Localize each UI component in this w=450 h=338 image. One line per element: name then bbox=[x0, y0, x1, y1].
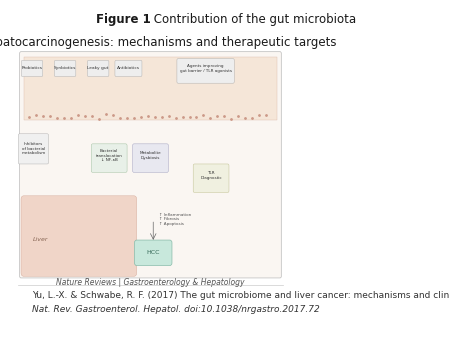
FancyBboxPatch shape bbox=[21, 196, 137, 276]
Text: to hepatocarcinogenesis: mechanisms and therapeutic targets: to hepatocarcinogenesis: mechanisms and … bbox=[0, 36, 336, 49]
FancyBboxPatch shape bbox=[135, 240, 172, 266]
FancyBboxPatch shape bbox=[21, 61, 43, 76]
FancyBboxPatch shape bbox=[87, 61, 109, 76]
Text: Nat. Rev. Gastroenterol. Hepatol. doi:10.1038/nrgastro.2017.72: Nat. Rev. Gastroenterol. Hepatol. doi:10… bbox=[32, 305, 320, 314]
Text: Liver: Liver bbox=[32, 237, 48, 242]
Text: Metabolite
Dysbiosis: Metabolite Dysbiosis bbox=[140, 151, 161, 160]
FancyBboxPatch shape bbox=[20, 52, 281, 278]
FancyBboxPatch shape bbox=[54, 61, 76, 76]
Text: Antibiotics: Antibiotics bbox=[117, 67, 140, 70]
Text: Agents improving
gut barrier / TLR agonists: Agents improving gut barrier / TLR agoni… bbox=[180, 64, 232, 73]
Text: Yu, L.-X. & Schwabe, R. F. (2017) The gut microbiome and liver cancer: mechanism: Yu, L.-X. & Schwabe, R. F. (2017) The gu… bbox=[32, 291, 450, 300]
FancyBboxPatch shape bbox=[18, 134, 49, 164]
FancyBboxPatch shape bbox=[133, 144, 168, 172]
Text: Inhibitors
of bacterial
metabolism: Inhibitors of bacterial metabolism bbox=[21, 142, 45, 155]
Text: Figure 1: Figure 1 bbox=[96, 13, 150, 26]
FancyBboxPatch shape bbox=[177, 59, 234, 83]
Text: HCC: HCC bbox=[147, 250, 160, 255]
Text: Nature Reviews | Gastroenterology & Hepatology: Nature Reviews | Gastroenterology & Hepa… bbox=[56, 278, 245, 287]
FancyBboxPatch shape bbox=[193, 164, 229, 192]
FancyBboxPatch shape bbox=[91, 144, 127, 172]
Text: Leaky gut: Leaky gut bbox=[87, 67, 109, 70]
Text: Probiotics: Probiotics bbox=[22, 67, 43, 70]
Text: Contribution of the gut microbiota: Contribution of the gut microbiota bbox=[150, 13, 356, 26]
Text: ↑ Inflammation
↑ Fibrosis
↑ Apoptosis: ↑ Inflammation ↑ Fibrosis ↑ Apoptosis bbox=[159, 213, 191, 226]
FancyBboxPatch shape bbox=[115, 61, 142, 76]
Text: Synbiotics: Synbiotics bbox=[54, 67, 76, 70]
FancyBboxPatch shape bbox=[24, 57, 277, 120]
Text: TLR
Diagnostic: TLR Diagnostic bbox=[200, 171, 222, 180]
Text: Bacterial
translocation
↓ NF-κB: Bacterial translocation ↓ NF-κB bbox=[96, 149, 122, 162]
